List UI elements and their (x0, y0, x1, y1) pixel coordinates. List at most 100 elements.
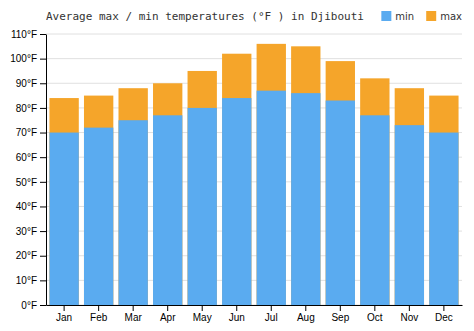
grid-line (46, 34, 462, 35)
tick-label: Nov (400, 312, 418, 323)
bar (153, 83, 182, 305)
y-tick: 60°F (16, 152, 46, 163)
x-tick: Jul (265, 305, 278, 323)
tick-label: 20°F (16, 250, 37, 261)
bar (49, 98, 78, 305)
tick-label: Oct (367, 312, 383, 323)
tick-label: Jan (56, 312, 72, 323)
tick-mark (271, 305, 272, 311)
series (49, 91, 458, 305)
bar (49, 133, 78, 305)
tick-label: Aug (297, 312, 315, 323)
plot: 0°F 10°F 20°F 30°F 40°F 50°F 60°F 70°F 80°F 90°F 1… (10, 29, 462, 323)
tick-mark (40, 206, 46, 207)
y-axis: 0°F 10°F 20°F 30°F 40°F 50°F 60°F 70°F 80°F 90°F 1… (10, 29, 46, 311)
y-tick: 20°F (16, 250, 46, 261)
tick-mark (40, 280, 46, 281)
bar (326, 101, 355, 305)
tick-label: Feb (90, 312, 108, 323)
x-tick: Oct (367, 305, 383, 323)
tick-mark (167, 305, 168, 311)
legend-item: min (381, 11, 414, 22)
tick-mark (40, 256, 46, 257)
tick-mark (40, 231, 46, 232)
tick-mark (40, 157, 46, 158)
tick-mark (40, 133, 46, 134)
bars (49, 44, 458, 305)
grid (46, 34, 462, 305)
y-tick: 90°F (16, 78, 46, 89)
x-tick: Sep (331, 305, 349, 323)
bar (118, 88, 147, 305)
tick-label: 60°F (16, 152, 37, 163)
tick-mark (305, 305, 306, 311)
bar (222, 98, 251, 305)
x-tick: Aug (297, 305, 315, 323)
title: Average max / min temperatures (°F ) in … (46, 10, 364, 23)
bar (326, 61, 355, 305)
bar (395, 88, 424, 305)
tick-mark (40, 83, 46, 84)
tick-label: 90°F (16, 78, 37, 89)
x-tick: Jan (56, 305, 72, 323)
bar (395, 125, 424, 305)
axis-line (47, 305, 463, 306)
series (49, 44, 458, 305)
bar (291, 93, 320, 305)
legend: min max (381, 11, 462, 22)
legend-swatch (426, 11, 436, 21)
legend-label: min (395, 11, 414, 22)
bar (222, 54, 251, 305)
tick-mark (40, 59, 46, 60)
y-tick: 0°F (21, 300, 46, 311)
tick-label: May (193, 312, 212, 323)
tick-mark (40, 182, 46, 183)
tick-mark (40, 305, 46, 306)
y-tick: 100°F (10, 53, 46, 64)
y-tick: 50°F (16, 177, 46, 188)
tick-label: 80°F (16, 103, 37, 114)
tick-mark (133, 305, 134, 311)
tick-mark (202, 305, 203, 311)
y-tick: 30°F (16, 226, 46, 237)
legend-label: max (440, 11, 462, 22)
grid-line (46, 58, 462, 59)
y-tick: 110°F (11, 29, 46, 40)
y-tick: 70°F (16, 127, 46, 138)
bar (118, 120, 147, 305)
tick-label: 10°F (16, 275, 37, 286)
bar (360, 78, 389, 305)
tick-mark (409, 305, 410, 311)
x-tick: Apr (160, 305, 176, 323)
tick-label: Mar (125, 312, 143, 323)
bar (429, 133, 458, 305)
grid-line (46, 83, 462, 84)
bar (84, 128, 113, 305)
bar (153, 115, 182, 305)
tick-label: Apr (160, 312, 176, 323)
tick-label: 100°F (10, 53, 37, 64)
tick-label: 50°F (16, 177, 37, 188)
tick-label: 70°F (16, 127, 37, 138)
x-tick: Jun (229, 305, 245, 323)
tick-label: Jun (229, 312, 245, 323)
y-tick: 40°F (16, 201, 46, 212)
bar (188, 108, 217, 305)
tick-mark (374, 305, 375, 311)
x-tick: Feb (90, 305, 108, 323)
tick-label: 0°F (21, 300, 37, 311)
axis-line (46, 35, 47, 306)
x-tick: Mar (125, 305, 143, 323)
chart: 0°F 10°F 20°F 30°F 40°F 50°F 60°F 70°F 80°F 90°F 1… (0, 0, 474, 331)
legend-item: max (426, 11, 462, 22)
tick-mark (40, 34, 46, 35)
tick-mark (340, 305, 341, 311)
tick-label: 40°F (16, 201, 37, 212)
bar (257, 91, 286, 305)
tick-label: Sep (331, 312, 349, 323)
bar (84, 96, 113, 305)
bar (291, 46, 320, 305)
bar (360, 115, 389, 305)
tick-mark (64, 305, 65, 311)
x-axis: JanFebMarAprMayJunJulAugSepOctNovDec (47, 305, 463, 323)
